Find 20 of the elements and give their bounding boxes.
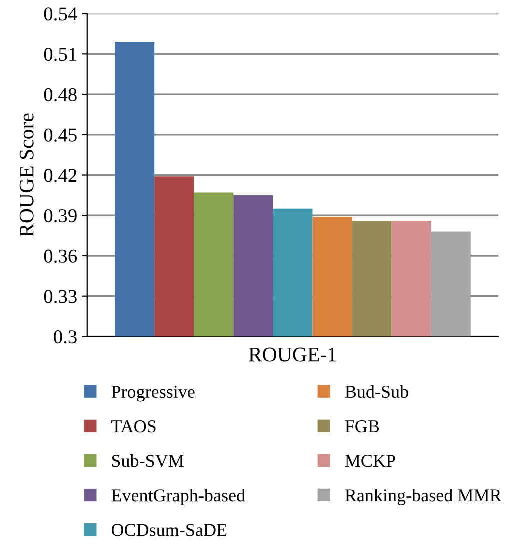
legend-label: Sub-SVM [112, 454, 184, 468]
y-tick-label: 0.54 [44, 8, 78, 21]
legend-label: EventGraph-based [112, 489, 246, 506]
legend-label: Ranking-based MMR [345, 488, 502, 506]
x-axis-title: ROUGE-1 [249, 348, 336, 362]
y-tick-label: 0.36 [44, 250, 78, 264]
y-tick-label: 0.45 [44, 128, 77, 142]
legend-label: Bud-Sub [345, 385, 408, 398]
y-axis-title: ROUGE Score [20, 114, 34, 237]
legend-label: FGB [345, 420, 380, 433]
y-tick-label: 0.51 [44, 48, 76, 62]
y-tick-label: 0.3 [54, 330, 77, 344]
legend-label: OCDsum-SaDE [112, 524, 227, 536]
legend-label: TAOS [112, 420, 156, 433]
legend-label: MCKP [345, 455, 396, 468]
y-tick-label: 0.48 [44, 88, 77, 102]
y-tick-label: 0.33 [44, 290, 77, 304]
y-tick-label: 0.42 [44, 169, 77, 182]
y-tick-label: 0.39 [44, 209, 77, 223]
legend-label: Progressive [112, 386, 195, 402]
